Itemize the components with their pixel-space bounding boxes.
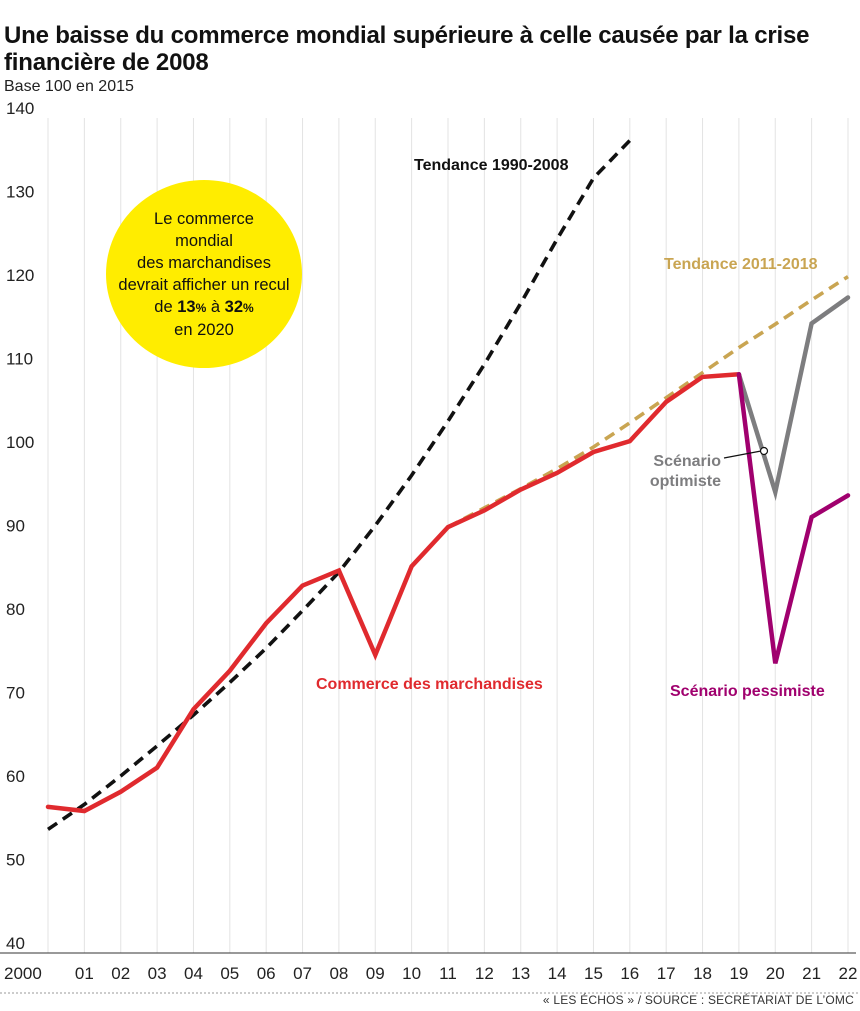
x-tick-label: 14	[548, 964, 567, 983]
annotation-commerce-marchandises: Commerce des marchandises	[316, 676, 543, 693]
callout-value-low: 13	[177, 297, 196, 316]
annotation-scenario-optimiste-line1: Scénario	[653, 453, 721, 470]
x-tick-label: 20	[766, 964, 785, 983]
x-tick-label: 12	[475, 964, 494, 983]
x-tick-label: 2000	[4, 964, 42, 983]
y-tick-label: 90	[6, 517, 25, 536]
series-lines	[45, 139, 851, 831]
y-tick-label: 140	[6, 99, 34, 118]
x-tick-label: 01	[75, 964, 94, 983]
callout-bubble: Le commerce mondial des marchandises dev…	[106, 180, 302, 368]
x-tick-label: 15	[584, 964, 603, 983]
x-tick-label: 19	[729, 964, 748, 983]
y-tick-label: 70	[6, 684, 25, 703]
callout-line4: devrait afficher un recul	[118, 275, 290, 294]
annotation-tendance-1990-2008: Tendance 1990-2008	[414, 157, 569, 174]
y-tick-label: 60	[6, 767, 25, 786]
callout-line1: Le commerce	[154, 209, 254, 228]
callout-text: Le commerce mondial des marchandises dev…	[114, 208, 293, 341]
chart-title: Une baisse du commerce mondial supérieur…	[4, 22, 810, 76]
series-line-tendance-1990-2008	[46, 139, 632, 831]
y-tick-label: 50	[6, 851, 25, 870]
x-tick-label: 10	[402, 964, 421, 983]
chart-subtitle: Base 100 en 2015	[4, 78, 134, 95]
x-tick-label: 22	[839, 964, 858, 983]
x-tick-label: 09	[366, 964, 385, 983]
x-tick-label: 03	[148, 964, 167, 983]
y-tick-label: 80	[6, 600, 25, 619]
x-tick-label: 18	[693, 964, 712, 983]
y-tick-label: 100	[6, 433, 34, 452]
x-tick-label: 06	[257, 964, 276, 983]
annotation-tendance-2011-2018: Tendance 2011-2018	[664, 256, 818, 273]
x-axis: 2000 01 02 03 04 05 06 07 08 09 10 11 12 13 14 15 16 17 18…	[4, 964, 857, 983]
callout-line3: des marchandises	[137, 253, 271, 272]
series-line-tendance-2011-2018	[447, 275, 849, 529]
x-tick-label: 11	[439, 964, 457, 983]
annotation-leader-dot	[759, 446, 769, 456]
callout-line6: en 2020	[174, 320, 234, 339]
callout-pct-low: %	[195, 300, 207, 315]
callout-line2: mondial	[175, 231, 233, 250]
x-tick-label: 04	[184, 964, 203, 983]
callout-a: à	[210, 297, 221, 316]
series-line-sc-nario-optimiste	[736, 295, 851, 501]
x-tick-label: 07	[293, 964, 312, 983]
annotation-scenario-pessimiste: Scénario pessimiste	[670, 683, 825, 700]
y-tick-label: 40	[6, 934, 25, 953]
x-tick-label: 21	[802, 964, 821, 983]
source-credit: « LES ÉCHOS » / SOURCE : SECRÉTARIAT DE …	[542, 993, 854, 1007]
x-tick-label: 05	[220, 964, 239, 983]
annotation-leader-line	[723, 450, 762, 459]
series-line-sc-nario-pessimiste	[736, 372, 851, 664]
callout-value-high: 32	[224, 297, 244, 316]
x-tick-label: 13	[511, 964, 530, 983]
callout-de: de	[154, 297, 173, 316]
x-tick-label: 16	[620, 964, 639, 983]
x-tick-label: 02	[111, 964, 130, 983]
x-tick-label: 17	[657, 964, 676, 983]
y-axis: 40 50 60 70 80 90 100 110 120 130 140	[6, 99, 34, 953]
y-tick-label: 120	[6, 266, 34, 285]
annotation-scenario-optimiste-line2: optimiste	[650, 473, 721, 490]
series-line-commerce-des-marchandises	[45, 372, 742, 814]
x-tick-label: 08	[329, 964, 348, 983]
callout-pct-high: %	[243, 300, 254, 315]
y-tick-label: 110	[6, 350, 33, 369]
y-tick-label: 130	[6, 183, 34, 202]
